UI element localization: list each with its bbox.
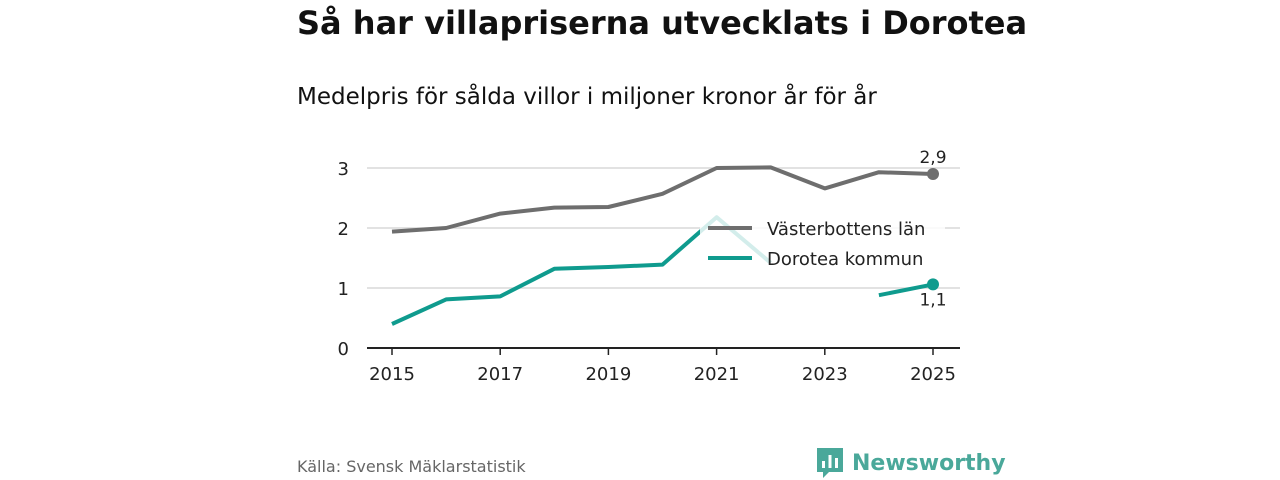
chart-subtitle: Medelpris för sålda villor i miljoner kr… <box>297 84 877 110</box>
source-note: Källa: Svensk Mäklarstatistik <box>297 457 526 476</box>
y-tick-label: 3 <box>338 159 349 180</box>
end-value-label: 2,9 <box>919 148 946 168</box>
line-chart: Västerbottens län Dorotea kommun 0 1 2 3 2015… <box>338 148 960 385</box>
legend: Västerbottens län Dorotea kommun <box>700 213 945 273</box>
x-tick-label: 2019 <box>585 364 631 385</box>
brand-name: Newsworthy <box>852 450 1006 476</box>
series-line-vasterbotten <box>391 165 934 234</box>
x-tick-label: 2025 <box>910 364 956 385</box>
x-axis: 0 1 2 3 2015 2017 2019 2021 2023 2025 <box>338 159 960 385</box>
end-value-label: 1,1 <box>919 290 946 310</box>
legend-background <box>700 213 945 273</box>
brand-logo: Newsworthy <box>815 446 1006 480</box>
end-point-dorotea <box>927 278 939 291</box>
x-tick-label: 2021 <box>694 364 740 385</box>
legend-label: Dorotea kommun <box>767 249 923 270</box>
bar-chart-logo-icon <box>817 448 843 478</box>
legend-label: Västerbottens län <box>767 219 925 240</box>
y-tick-label: 0 <box>338 339 349 360</box>
x-tick-label: 2023 <box>802 364 848 385</box>
series-line-dorotea <box>878 282 934 298</box>
chart-title: Så har villapriserna utvecklats i Dorote… <box>297 4 1028 42</box>
x-tick-label: 2017 <box>477 364 523 385</box>
x-tick-label: 2015 <box>369 364 415 385</box>
y-tick-label: 2 <box>338 219 349 240</box>
y-tick-label: 1 <box>338 279 349 300</box>
end-point-vasterbotten <box>927 168 939 180</box>
end-labels: 2,9 1,1 <box>919 148 946 310</box>
